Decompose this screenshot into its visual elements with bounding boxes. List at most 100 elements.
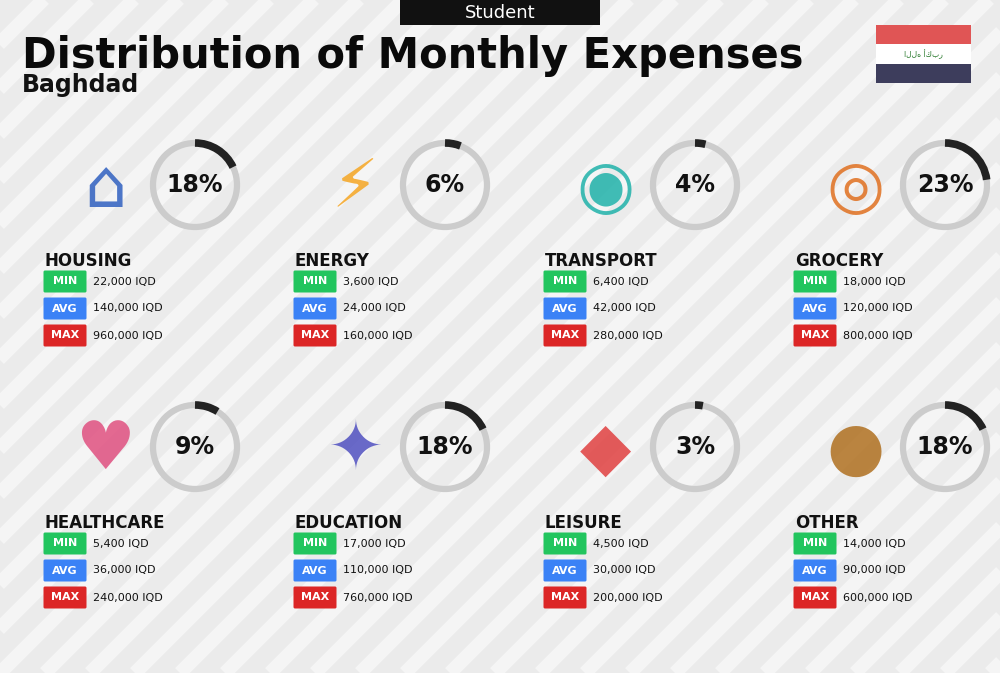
Text: 600,000 IQD: 600,000 IQD — [843, 592, 912, 602]
Text: AVG: AVG — [552, 304, 578, 314]
FancyBboxPatch shape — [400, 0, 600, 25]
FancyBboxPatch shape — [876, 25, 971, 44]
Text: 760,000 IQD: 760,000 IQD — [343, 592, 413, 602]
FancyBboxPatch shape — [544, 271, 586, 293]
FancyBboxPatch shape — [794, 559, 836, 581]
Text: MIN: MIN — [553, 538, 577, 548]
Text: AVG: AVG — [52, 565, 78, 575]
Text: 4%: 4% — [675, 173, 715, 197]
Text: ⚡: ⚡ — [332, 155, 378, 221]
Text: TRANSPORT: TRANSPORT — [545, 252, 658, 270]
Text: MAX: MAX — [301, 592, 329, 602]
Text: 18%: 18% — [417, 435, 473, 459]
Text: Distribution of Monthly Expenses: Distribution of Monthly Expenses — [22, 35, 804, 77]
Text: MIN: MIN — [53, 277, 77, 287]
Text: ◉: ◉ — [576, 155, 634, 221]
FancyBboxPatch shape — [544, 559, 586, 581]
Text: 18%: 18% — [167, 173, 223, 197]
Text: MIN: MIN — [53, 538, 77, 548]
FancyBboxPatch shape — [544, 297, 586, 320]
FancyBboxPatch shape — [794, 532, 836, 555]
Text: Student: Student — [465, 3, 535, 22]
Text: ✦: ✦ — [327, 417, 383, 483]
FancyBboxPatch shape — [794, 324, 836, 347]
Text: AVG: AVG — [802, 304, 828, 314]
FancyBboxPatch shape — [294, 532, 336, 555]
Text: 110,000 IQD: 110,000 IQD — [343, 565, 413, 575]
FancyBboxPatch shape — [294, 297, 336, 320]
FancyBboxPatch shape — [294, 586, 336, 608]
Text: 14,000 IQD: 14,000 IQD — [843, 538, 906, 548]
Text: 42,000 IQD: 42,000 IQD — [593, 304, 656, 314]
Text: MAX: MAX — [801, 330, 829, 341]
FancyBboxPatch shape — [794, 271, 836, 293]
Text: 6%: 6% — [425, 173, 465, 197]
Text: 23%: 23% — [917, 173, 973, 197]
FancyBboxPatch shape — [876, 64, 971, 83]
Text: OTHER: OTHER — [795, 514, 859, 532]
Text: 9%: 9% — [175, 435, 215, 459]
Text: 280,000 IQD: 280,000 IQD — [593, 330, 663, 341]
Text: 160,000 IQD: 160,000 IQD — [343, 330, 413, 341]
Text: 18%: 18% — [917, 435, 973, 459]
FancyBboxPatch shape — [44, 297, 87, 320]
Text: MAX: MAX — [51, 330, 79, 341]
Text: MAX: MAX — [51, 592, 79, 602]
Text: LEISURE: LEISURE — [545, 514, 623, 532]
Text: 6,400 IQD: 6,400 IQD — [593, 277, 649, 287]
FancyBboxPatch shape — [294, 559, 336, 581]
Text: MIN: MIN — [553, 277, 577, 287]
Text: 3%: 3% — [675, 435, 715, 459]
Text: MAX: MAX — [551, 592, 579, 602]
Text: EDUCATION: EDUCATION — [295, 514, 403, 532]
Text: 4,500 IQD: 4,500 IQD — [593, 538, 649, 548]
FancyBboxPatch shape — [294, 324, 336, 347]
FancyBboxPatch shape — [794, 297, 836, 320]
FancyBboxPatch shape — [294, 271, 336, 293]
Text: Baghdad: Baghdad — [22, 73, 139, 97]
Text: 120,000 IQD: 120,000 IQD — [843, 304, 913, 314]
Text: AVG: AVG — [52, 304, 78, 314]
Text: ⌂: ⌂ — [84, 155, 126, 221]
Text: MAX: MAX — [301, 330, 329, 341]
Text: AVG: AVG — [302, 304, 328, 314]
FancyBboxPatch shape — [544, 532, 586, 555]
Text: HOUSING: HOUSING — [45, 252, 132, 270]
Text: 3,600 IQD: 3,600 IQD — [343, 277, 398, 287]
FancyBboxPatch shape — [544, 586, 586, 608]
Text: 240,000 IQD: 240,000 IQD — [93, 592, 163, 602]
Text: ♥: ♥ — [75, 417, 135, 483]
Text: HEALTHCARE: HEALTHCARE — [45, 514, 166, 532]
Text: 800,000 IQD: 800,000 IQD — [843, 330, 913, 341]
Text: 30,000 IQD: 30,000 IQD — [593, 565, 656, 575]
Text: 18,000 IQD: 18,000 IQD — [843, 277, 906, 287]
Text: MIN: MIN — [303, 538, 327, 548]
Text: ●: ● — [826, 417, 884, 483]
Text: AVG: AVG — [302, 565, 328, 575]
Text: 24,000 IQD: 24,000 IQD — [343, 304, 406, 314]
Text: MIN: MIN — [303, 277, 327, 287]
Text: الله أكبر: الله أكبر — [904, 49, 943, 59]
FancyBboxPatch shape — [876, 44, 971, 64]
Text: 960,000 IQD: 960,000 IQD — [93, 330, 163, 341]
Text: MAX: MAX — [551, 330, 579, 341]
Text: ◆: ◆ — [579, 417, 631, 483]
Text: 5,400 IQD: 5,400 IQD — [93, 538, 149, 548]
Text: ENERGY: ENERGY — [295, 252, 370, 270]
Text: AVG: AVG — [552, 565, 578, 575]
FancyBboxPatch shape — [544, 324, 586, 347]
FancyBboxPatch shape — [44, 324, 87, 347]
Text: 90,000 IQD: 90,000 IQD — [843, 565, 906, 575]
FancyBboxPatch shape — [44, 559, 87, 581]
FancyBboxPatch shape — [794, 586, 836, 608]
Text: MIN: MIN — [803, 277, 827, 287]
Text: 17,000 IQD: 17,000 IQD — [343, 538, 406, 548]
Text: 200,000 IQD: 200,000 IQD — [593, 592, 663, 602]
Text: 36,000 IQD: 36,000 IQD — [93, 565, 156, 575]
FancyBboxPatch shape — [44, 586, 87, 608]
Text: 22,000 IQD: 22,000 IQD — [93, 277, 156, 287]
FancyBboxPatch shape — [44, 532, 87, 555]
FancyBboxPatch shape — [44, 271, 87, 293]
Text: GROCERY: GROCERY — [795, 252, 883, 270]
Text: 140,000 IQD: 140,000 IQD — [93, 304, 163, 314]
